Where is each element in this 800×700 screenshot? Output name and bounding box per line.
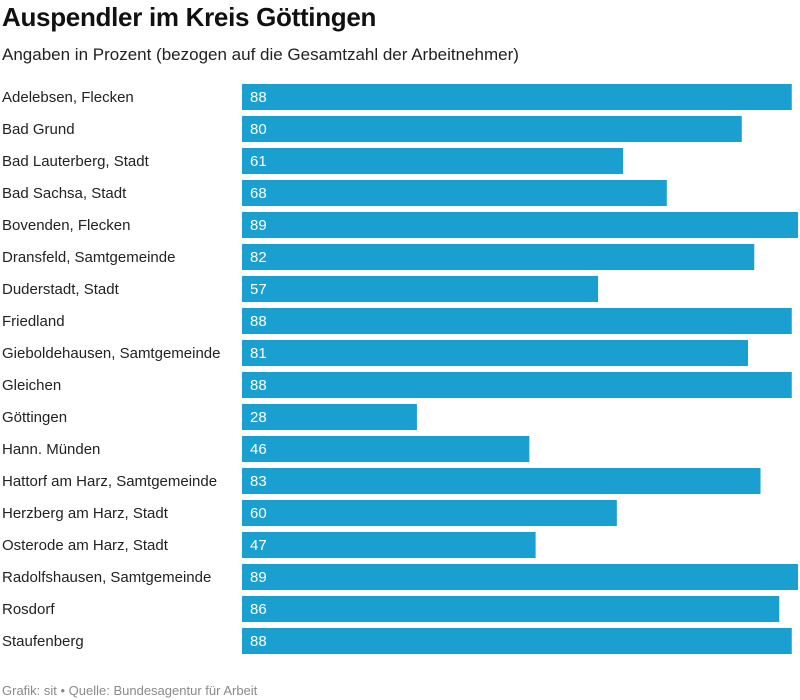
category-label: Radolfshausen, Samtgemeinde [2, 569, 211, 586]
bar-value-label: 89 [250, 217, 267, 234]
bar-value-label: 86 [250, 601, 267, 618]
bar [242, 500, 617, 526]
bar [242, 116, 742, 142]
bar [242, 532, 536, 558]
bar [242, 276, 599, 302]
chart-subtitle: Angaben in Prozent (bezogen auf die Gesa… [2, 45, 519, 64]
bar [242, 596, 780, 622]
bar-value-label: 88 [250, 377, 267, 394]
bar-value-label: 68 [250, 185, 267, 202]
category-label: Bad Grund [2, 121, 75, 138]
category-label: Bad Lauterberg, Stadt [2, 153, 150, 170]
bar-value-label: 60 [250, 505, 267, 522]
bar-chart: Adelebsen, Flecken 88 Bad Grund 80 Bad Laute… [2, 84, 798, 654]
bar-value-label: 61 [250, 153, 267, 170]
bar-value-label: 81 [250, 345, 267, 362]
category-label: Hann. Münden [2, 441, 100, 458]
category-label: Gieboldehausen, Samtgemeinde [2, 345, 220, 362]
bar [242, 564, 798, 590]
bar-value-label: 88 [250, 633, 267, 650]
bar [242, 468, 761, 494]
bar [242, 308, 792, 334]
category-label: Herzberg am Harz, Stadt [2, 505, 169, 522]
bar-value-label: 88 [250, 313, 267, 330]
category-label: Staufenberg [2, 633, 84, 650]
chart-title: Auspendler im Kreis Göttingen [2, 2, 377, 32]
category-label: Friedland [2, 313, 65, 330]
bar-value-label: 28 [250, 409, 267, 426]
bar-value-label: 83 [250, 473, 267, 490]
bar [242, 84, 792, 110]
category-label: Dransfeld, Samtgemeinde [2, 249, 175, 266]
bar [242, 436, 530, 462]
bar-value-label: 88 [250, 89, 267, 106]
bar-value-label: 89 [250, 569, 267, 586]
category-label: Rosdorf [2, 601, 55, 618]
bar-value-label: 82 [250, 249, 267, 266]
category-label: Hattorf am Harz, Samtgemeinde [2, 473, 217, 490]
category-label: Bovenden, Flecken [2, 217, 130, 234]
category-label: Göttingen [2, 409, 67, 426]
bar [242, 372, 792, 398]
source-note: Grafik: sit • Quelle: Bundesagentur für … [2, 683, 258, 698]
category-label: Osterode am Harz, Stadt [2, 537, 169, 554]
bar-value-label: 57 [250, 281, 267, 298]
category-label: Bad Sachsa, Stadt [2, 185, 127, 202]
bar [242, 244, 755, 270]
bar [242, 212, 798, 238]
bar-value-label: 47 [250, 537, 267, 554]
bar [242, 628, 792, 654]
category-label: Gleichen [2, 377, 61, 394]
category-label: Duderstadt, Stadt [2, 281, 120, 298]
bar-value-label: 46 [250, 441, 267, 458]
bar [242, 148, 624, 174]
bar [242, 180, 667, 206]
bar-value-label: 80 [250, 121, 267, 138]
bar [242, 404, 417, 430]
category-label: Adelebsen, Flecken [2, 89, 134, 106]
bar [242, 340, 749, 366]
